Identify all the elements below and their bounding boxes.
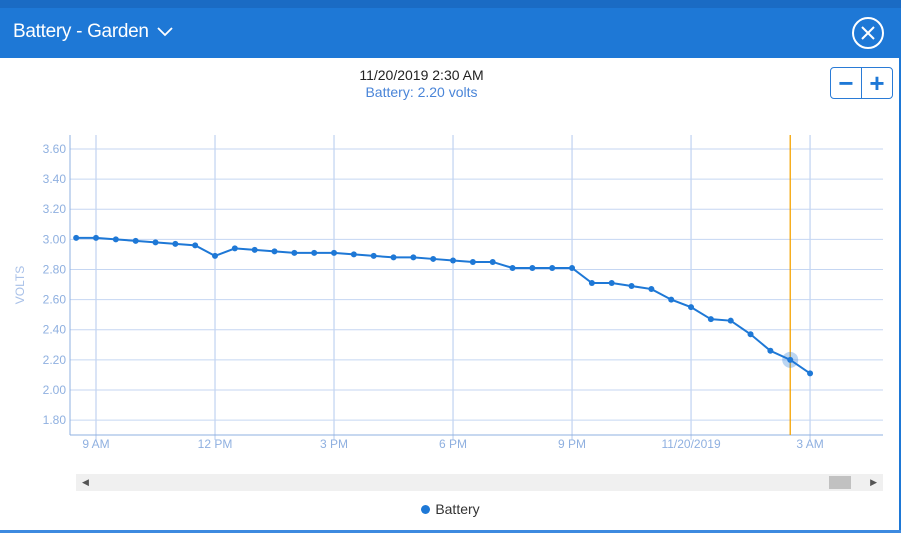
data-point bbox=[291, 249, 298, 256]
data-point bbox=[450, 257, 457, 264]
x-tick-label: 12 PM bbox=[198, 437, 233, 451]
data-point bbox=[73, 234, 80, 241]
y-tick-label: 2.40 bbox=[43, 323, 67, 337]
data-point bbox=[509, 264, 516, 271]
zoom-in-button[interactable]: + bbox=[869, 67, 885, 98]
panel-header: Battery - Garden bbox=[0, 8, 901, 58]
x-tick-label: 9 PM bbox=[558, 437, 586, 451]
data-point bbox=[251, 246, 258, 253]
panel-title: Battery - Garden bbox=[13, 21, 149, 42]
data-point bbox=[152, 239, 159, 246]
tooltip-timestamp: 11/20/2019 2:30 AM bbox=[359, 67, 484, 83]
x-tick-label: 3 AM bbox=[796, 437, 823, 451]
x-tick-label: 6 PM bbox=[439, 437, 467, 451]
data-point bbox=[231, 245, 238, 252]
data-point bbox=[747, 331, 754, 338]
data-point bbox=[549, 264, 556, 271]
x-tick-label: 3 PM bbox=[320, 437, 348, 451]
scroll-left-arrow-icon[interactable]: ◀ bbox=[82, 477, 89, 487]
y-tick-label: 1.80 bbox=[43, 413, 67, 427]
data-point bbox=[707, 316, 714, 323]
y-tick-label: 3.60 bbox=[43, 142, 67, 156]
data-point bbox=[608, 280, 615, 287]
data-point bbox=[588, 280, 595, 287]
close-button[interactable] bbox=[852, 17, 884, 49]
data-point bbox=[648, 286, 655, 293]
tooltip-value: Battery: 2.20 volts bbox=[365, 84, 478, 100]
data-point bbox=[469, 258, 476, 265]
y-tick-label: 3.40 bbox=[43, 172, 67, 186]
scroll-right-arrow-icon[interactable]: ▶ bbox=[870, 477, 877, 487]
y-tick-label: 2.00 bbox=[43, 383, 67, 397]
data-point bbox=[668, 296, 675, 303]
data-point bbox=[430, 255, 437, 262]
data-point bbox=[212, 252, 219, 259]
y-tick-label: 3.00 bbox=[43, 232, 67, 246]
y-tick-label: 2.60 bbox=[43, 293, 67, 307]
tooltip-readout: 11/20/2019 2:30 AM Battery: 2.20 volts bbox=[0, 67, 843, 100]
series-line-battery bbox=[76, 236, 811, 375]
scrollbar-thumb[interactable] bbox=[829, 476, 851, 489]
data-point bbox=[192, 242, 199, 249]
battery-chart[interactable]: 3.60 3.40 3.20 3.00 2.80 2.60 2.40 2.20 2.00 1.80… bbox=[0, 0, 901, 470]
data-point bbox=[727, 317, 734, 324]
data-point bbox=[410, 254, 417, 261]
data-point bbox=[569, 264, 576, 271]
chevron-down-icon bbox=[157, 27, 173, 37]
legend-label: Battery bbox=[435, 501, 480, 517]
data-point bbox=[112, 236, 119, 243]
data-point bbox=[331, 249, 338, 256]
legend-dot-icon bbox=[421, 505, 431, 514]
zoom-controls: − + bbox=[830, 67, 893, 99]
data-point bbox=[529, 264, 536, 271]
y-tick-label: 3.20 bbox=[43, 202, 67, 216]
data-point bbox=[370, 252, 377, 259]
data-point bbox=[628, 283, 635, 290]
data-point bbox=[688, 304, 695, 311]
data-point bbox=[350, 251, 357, 258]
zoom-out-button[interactable]: − bbox=[831, 68, 862, 98]
data-point bbox=[271, 248, 278, 255]
panel-border bbox=[899, 58, 901, 533]
device-selector[interactable]: Battery - Garden bbox=[13, 21, 173, 43]
data-point bbox=[807, 370, 814, 377]
data-point bbox=[787, 356, 794, 363]
data-point bbox=[390, 254, 397, 261]
x-tick-label: 9 AM bbox=[82, 437, 109, 451]
x-tick-label: 11/20/2019 bbox=[661, 437, 720, 451]
data-point bbox=[93, 234, 99, 241]
data-point bbox=[489, 258, 496, 265]
y-tick-label: 2.20 bbox=[43, 353, 67, 367]
data-point bbox=[311, 249, 318, 256]
y-axis-label: VOLTS bbox=[13, 266, 27, 304]
data-point bbox=[767, 347, 774, 354]
data-point bbox=[172, 240, 179, 247]
panel-bottom-border bbox=[0, 530, 901, 533]
y-tick-label: 2.80 bbox=[43, 262, 67, 276]
close-icon bbox=[861, 26, 875, 40]
data-point bbox=[132, 237, 139, 244]
legend-item-battery[interactable]: Battery bbox=[0, 501, 901, 517]
chart-scrollbar[interactable]: ◀ ▶ bbox=[76, 474, 883, 491]
top-strip bbox=[0, 0, 901, 8]
